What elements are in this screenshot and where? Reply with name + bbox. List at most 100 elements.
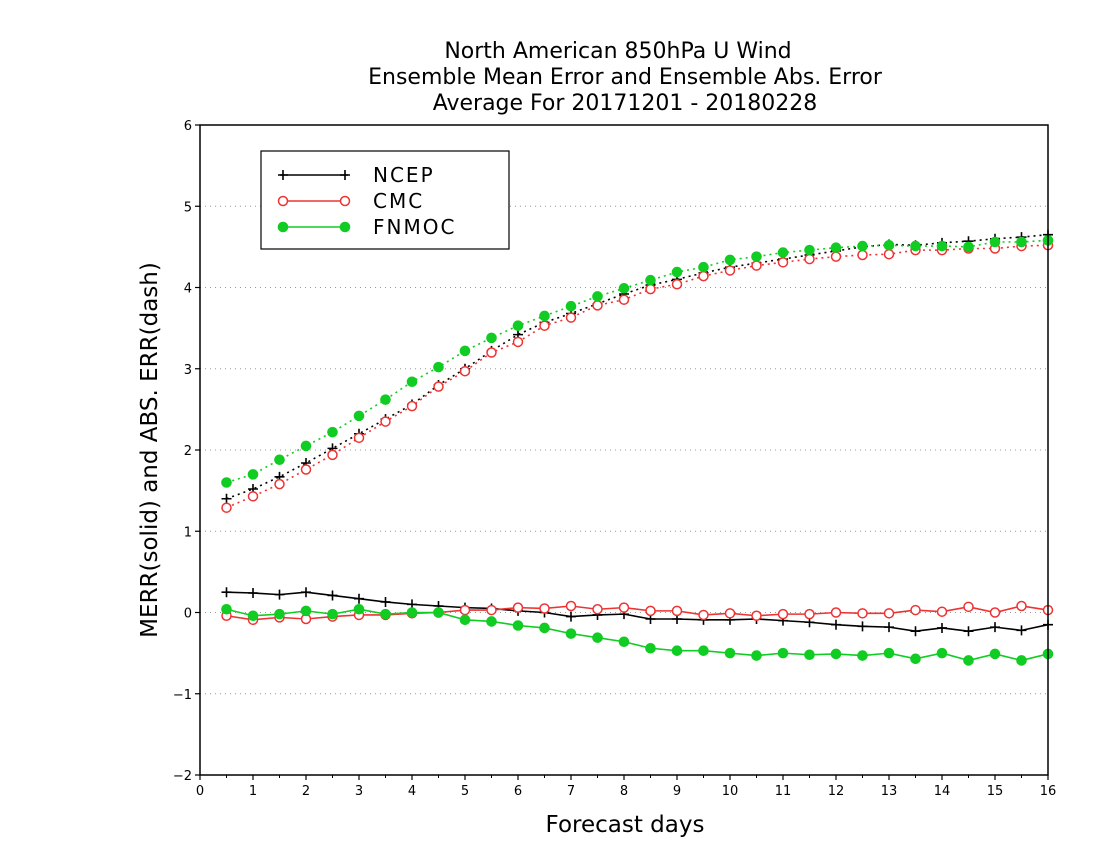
ncep-merr-point <box>354 593 364 604</box>
cmc-merr-point <box>459 604 471 616</box>
y-tick-label: −1 <box>173 688 192 703</box>
cmc-merr-point <box>857 608 868 619</box>
ncep-merr-point <box>248 588 258 598</box>
fnmoc-merr-point <box>512 620 524 631</box>
cmc-abs_err-point <box>592 300 603 311</box>
fnmoc-abs_err-point <box>406 376 418 388</box>
y-tick-label: 3 <box>184 363 192 378</box>
cmc-abs_err-point <box>724 265 736 276</box>
fnmoc-abs_err-point <box>963 241 974 253</box>
ncep-merr-point <box>380 596 391 607</box>
fnmoc-merr-point <box>565 628 577 639</box>
ncep-merr-point <box>221 587 232 598</box>
ncep-merr-point <box>301 587 311 598</box>
plot-frame <box>199 124 1049 776</box>
cmc-abs_err-point <box>645 283 656 295</box>
cmc-merr-point <box>751 610 762 621</box>
title-line-2: Ensemble Mean Error and Ensemble Abs. Er… <box>368 65 883 90</box>
fnmoc-abs_err-point <box>512 320 524 331</box>
cmc-abs_err-point <box>459 365 471 377</box>
cmc-abs_err-point <box>857 249 868 261</box>
ncep-merr-point <box>910 626 921 637</box>
fnmoc-abs_err-point <box>300 440 312 452</box>
x-tick-label: 15 <box>987 784 1004 799</box>
fnmoc-merr-point <box>830 648 842 660</box>
fnmoc-merr-point <box>883 647 895 659</box>
legend-label-cmc: CMC <box>373 189 424 213</box>
cmc-merr-point <box>539 603 550 614</box>
cmc-abs_err-point <box>300 464 312 475</box>
cmc-abs_err-point <box>221 502 232 513</box>
ncep-merr-point <box>831 619 841 630</box>
fnmoc-abs_err-point <box>883 239 895 251</box>
x-axis-label: Forecast days <box>546 812 705 838</box>
fnmoc-abs_err-point <box>804 244 815 256</box>
legend-marker-ncep <box>340 170 350 180</box>
fnmoc-abs_err-point <box>380 394 391 405</box>
series-cmc <box>221 240 1054 626</box>
fnmoc-abs_err-point <box>618 283 630 294</box>
legend-marker-fnmoc <box>277 221 289 233</box>
ncep-merr-point <box>963 626 974 637</box>
cmc-merr-point <box>989 607 1001 618</box>
cmc-abs-err-line <box>226 244 1049 509</box>
fnmoc-merr-point <box>989 648 1001 660</box>
x-tick-label: 0 <box>196 784 204 799</box>
cmc-abs_err-point <box>777 257 789 268</box>
legend-marker-ncep <box>278 170 288 180</box>
fnmoc-merr-point <box>300 605 312 617</box>
fnmoc-abs_err-point <box>592 291 603 302</box>
fnmoc-merr-point <box>1016 655 1027 666</box>
fnmoc-abs_err-point <box>247 469 259 480</box>
cmc-abs_err-point <box>618 294 630 305</box>
cmc-merr-point <box>777 608 789 620</box>
legend-marker-cmc <box>277 195 289 207</box>
cmc-merr-point <box>910 604 921 616</box>
fnmoc-merr-point <box>433 607 444 618</box>
title-line-3: Average For 20171201 - 20180228 <box>433 91 818 116</box>
fnmoc-abs_err-point <box>486 332 497 344</box>
fnmoc-abs_err-point <box>989 236 1001 248</box>
fnmoc-merr-point <box>777 647 789 659</box>
fnmoc-abs_err-point <box>671 266 683 278</box>
fnmoc-abs_err-point <box>433 361 444 373</box>
fnmoc-abs_err-point <box>539 310 550 322</box>
fnmoc-merr-point <box>486 616 497 627</box>
fnmoc-merr-point <box>645 642 656 654</box>
fnmoc-merr-point <box>380 608 391 620</box>
cmc-merr-point <box>618 602 630 613</box>
cmc-merr-point <box>565 600 577 612</box>
fnmoc-abs_err-point <box>459 345 471 357</box>
ncep-merr-point <box>1016 625 1027 636</box>
x-tick-label: 2 <box>302 784 310 799</box>
x-tick-label: 16 <box>1040 784 1057 799</box>
y-axis-label: MERR(solid) and ABS. ERR(dash) <box>137 262 163 638</box>
fnmoc-merr-point <box>592 632 603 643</box>
fnmoc-abs-err-line <box>226 239 1049 484</box>
ncep-merr-point <box>274 589 285 600</box>
cmc-merr-point <box>671 605 683 617</box>
cmc-merr-point <box>830 607 842 618</box>
fnmoc-abs_err-point <box>353 410 365 422</box>
cmc-abs_err-point <box>406 400 418 412</box>
cmc-merr-point <box>698 609 709 621</box>
x-tick-label: 14 <box>934 784 951 799</box>
fnmoc-abs_err-point <box>645 274 656 286</box>
fnmoc-merr-point <box>539 622 550 634</box>
x-tick-label: 12 <box>828 784 845 799</box>
chart-title: North American 850hPa U Wind Ensemble Me… <box>368 39 883 116</box>
x-tick-label: 4 <box>408 784 416 799</box>
fnmoc-merr-point <box>724 647 736 659</box>
cmc-abs_err-point <box>380 416 391 427</box>
cmc-abs_err-point <box>274 478 285 490</box>
legend-label-ncep: NCEP <box>373 163 435 187</box>
y-tick-label: 6 <box>184 119 192 134</box>
fnmoc-abs_err-point <box>724 254 736 266</box>
fnmoc-merr-point <box>936 647 948 659</box>
cmc-merr-point <box>963 601 974 613</box>
cmc-abs_err-point <box>751 260 762 271</box>
legend-marker-cmc <box>339 195 351 207</box>
cmc-abs_err-point <box>512 336 524 348</box>
cmc-abs_err-point <box>698 270 709 282</box>
